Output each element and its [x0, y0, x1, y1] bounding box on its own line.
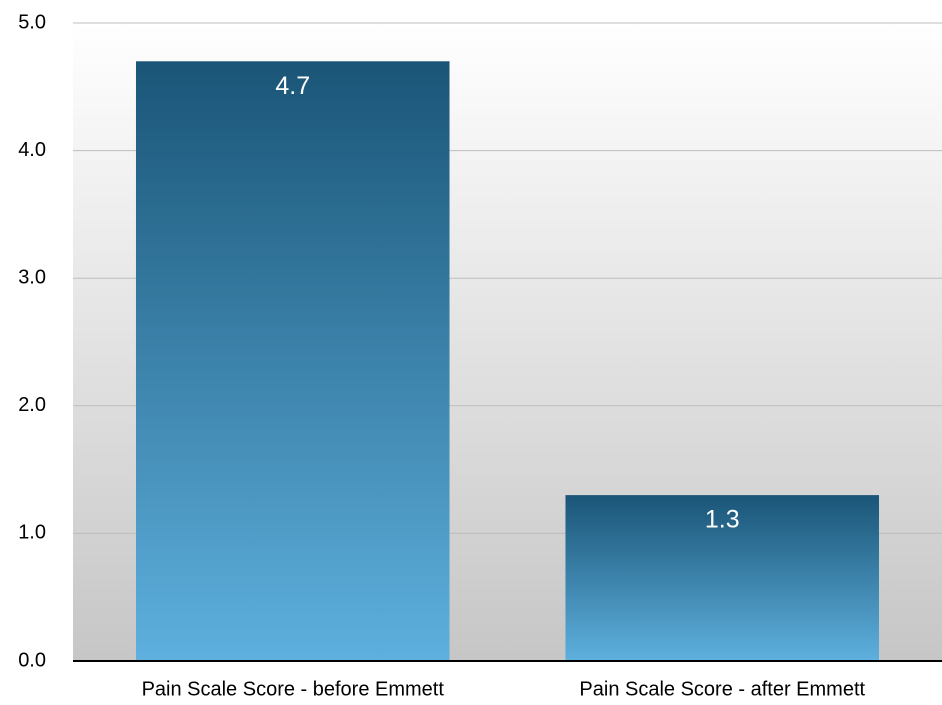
- x-tick-label: Pain Scale Score - after Emmett: [579, 678, 865, 700]
- x-tick-label: Pain Scale Score - before Emmett: [142, 678, 445, 700]
- bar: [565, 495, 880, 661]
- y-tick-label: 4.0: [18, 139, 46, 161]
- value-label: 4.7: [275, 72, 310, 100]
- y-tick-label: 1.0: [18, 522, 46, 544]
- y-tick-label: 2.0: [18, 394, 46, 416]
- bar: [135, 61, 450, 661]
- y-tick-label: 5.0: [18, 11, 46, 33]
- y-tick-label: 0.0: [18, 649, 46, 671]
- value-label: 1.3: [705, 506, 740, 534]
- y-tick-label: 3.0: [18, 266, 46, 288]
